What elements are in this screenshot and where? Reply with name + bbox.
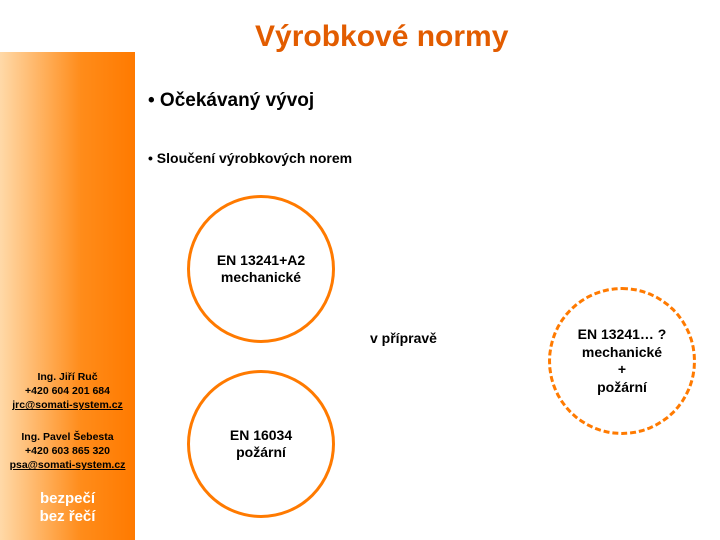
node-en13241: EN 13241+A2 mechanické — [187, 195, 335, 343]
contact-1: Ing. Jiří Ruč +420 604 201 684 jrc@somat… — [0, 370, 135, 413]
contact-2-phone: +420 603 865 320 — [0, 444, 135, 458]
contact-2-name: Ing. Pavel Šebesta — [0, 430, 135, 444]
slide-canvas: Výrobkové normy • Očekávaný vývoj • Slou… — [0, 0, 720, 540]
slide-title: Výrobkové normy — [255, 20, 508, 54]
node-future-text: EN 13241… ? mechanické + požární — [578, 326, 667, 396]
contact-1-email: jrc@somati-system.cz — [0, 398, 135, 412]
contact-1-name: Ing. Jiří Ruč — [0, 370, 135, 384]
contact-1-phone: +420 604 201 684 — [0, 384, 135, 398]
node-future-merged: EN 13241… ? mechanické + požární — [548, 287, 696, 435]
contact-2-email: psa@somati-system.cz — [0, 458, 135, 472]
node-en16034: EN 16034 požární — [187, 370, 335, 518]
slogan: bezpečí bez řečí — [0, 490, 135, 526]
node-en16034-text: EN 16034 požární — [230, 427, 292, 462]
label-in-preparation: v přípravě — [370, 330, 437, 346]
node-en13241-text: EN 13241+A2 mechanické — [217, 252, 305, 287]
bullet-subheading: • Sloučení výrobkových norem — [148, 150, 352, 166]
bullet-heading: • Očekávaný vývoj — [148, 90, 314, 112]
contact-2: Ing. Pavel Šebesta +420 603 865 320 psa@… — [0, 430, 135, 473]
